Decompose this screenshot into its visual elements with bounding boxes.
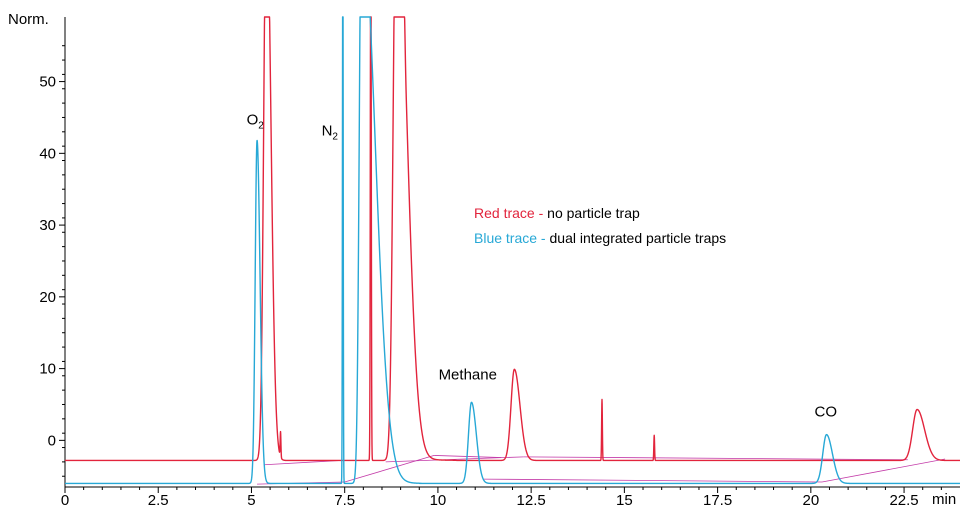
x-tick-label: 2.5 [148, 492, 169, 509]
x-axis-unit: min [932, 491, 956, 508]
x-tick-label: 10 [430, 492, 447, 509]
x-tick-label: 7.5 [334, 492, 355, 509]
baseline-segment [434, 455, 502, 458]
legend-entry: Blue trace - dual integrated particle tr… [474, 230, 726, 246]
x-minor-ticks [83, 487, 942, 490]
y-tick-label: 40 [39, 145, 56, 162]
y-minor-ticks [62, 45, 65, 477]
x-tick-label: 20 [802, 492, 819, 509]
legend-separator: - [537, 230, 549, 246]
y-tick-label: 30 [39, 217, 56, 234]
peak-label-text: O [247, 112, 259, 129]
integration-baselines [257, 455, 946, 485]
baseline-segment [482, 478, 823, 483]
tick-labels: 0 10 20 30 40 50 0 2.5 5 7.5 10 12.5 15 17.5 20 22.5 [39, 74, 918, 509]
peak-label: O2 [247, 112, 265, 132]
baseline-segment [385, 456, 524, 463]
x-tick-label: 5 [247, 492, 255, 509]
red-trace-line [64, 16, 961, 462]
baseline-segment [264, 460, 341, 466]
y-tick-label: 50 [39, 74, 56, 91]
x-tick-label: 22.5 [889, 492, 918, 509]
x-tick-label: 12.5 [517, 492, 546, 509]
x-tick-label: 0 [61, 492, 69, 509]
peak-label-text: Methane [439, 366, 497, 383]
baseline-segment [523, 456, 908, 461]
x-tick-label: 15 [616, 492, 633, 509]
peak-label-subscript: 2 [332, 131, 338, 142]
baseline-segment [821, 458, 946, 483]
legend-key: Red trace [474, 205, 535, 221]
legend-description: dual integrated particle traps [550, 230, 727, 246]
y-axis-label: Norm. [8, 11, 49, 28]
legend-description: no particle trap [547, 205, 640, 221]
y-tick-label: 10 [39, 361, 56, 378]
peak-label: Methane [439, 366, 497, 383]
peak-label-text: CO [815, 404, 838, 421]
blue-trace-line [64, 16, 961, 485]
y-tick-label: 0 [48, 432, 56, 449]
peak-label-text: N [322, 122, 333, 139]
traces [64, 16, 961, 485]
peak-label-subscript: 2 [258, 121, 264, 132]
y-tick-label: 20 [39, 289, 56, 306]
baseline-segment [344, 455, 435, 483]
legend-separator: - [535, 205, 547, 221]
legend-key: Blue trace [474, 230, 537, 246]
x-tick-label: 17.5 [703, 492, 732, 509]
legend-entry: Red trace - no particle trap [474, 205, 640, 221]
peak-label: CO [815, 404, 838, 421]
peak-label: N2 [322, 122, 339, 142]
legend: Red trace - no particle trap Blue trace -… [474, 205, 726, 246]
